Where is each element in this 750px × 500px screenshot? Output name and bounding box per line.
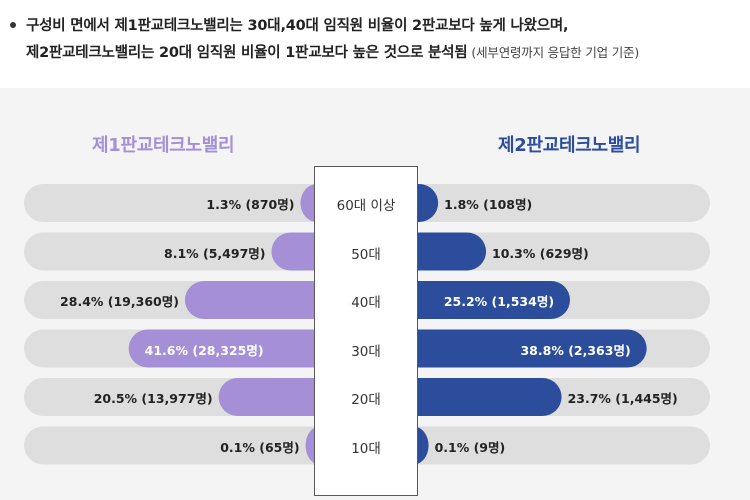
age-category-label: 30대: [351, 343, 381, 360]
value-label-right: 1.8% (108명): [444, 197, 533, 212]
headline-line-2-text: 제2판교테크노밸리는 20대 임직원 비율이 1판교보다 높은 것으로 분석됨: [26, 45, 468, 61]
value-label-left: 28.4% (19,360명): [60, 294, 179, 309]
headline-note: (세부연령까지 응답한 기업 기준): [471, 45, 639, 60]
value-label-left: 41.6% (28,325명): [144, 342, 264, 358]
age-category-label: 60대 이상: [336, 198, 396, 214]
age-category-label: 10대: [351, 440, 381, 457]
bar-right: [399, 329, 647, 368]
age-category-label: 50대: [351, 246, 381, 263]
series-title-right: 제2판교테크노밸리: [498, 135, 641, 156]
value-label-right: 23.7% (1,445명): [567, 391, 678, 406]
value-label-right: 0.1% (9명): [434, 439, 506, 455]
age-axis-box: [314, 166, 418, 496]
value-label-left: 20.5% (13,977명): [93, 391, 213, 406]
value-label-right: 10.3% (629명): [492, 245, 589, 261]
value-label-right: 38.8% (2,363명): [520, 342, 631, 358]
value-label-left: 8.1% (5,497명): [164, 245, 266, 261]
value-label-right: 25.2% (1,534명): [443, 294, 555, 309]
bar-left: [128, 329, 333, 368]
headline-line-2: 제2판교테크노밸리는 20대 임직원 비율이 1판교보다 높은 것으로 분석됨(…: [26, 41, 639, 62]
bullet-icon: [10, 22, 16, 28]
value-label-left: 0.1% (65명): [220, 439, 300, 455]
bar-left: [184, 281, 333, 319]
value-label-left: 1.3% (870명): [206, 197, 295, 212]
bar-right: [399, 232, 487, 271]
age-category-label: 40대: [351, 295, 381, 311]
age-category-label: 20대: [351, 392, 381, 408]
headline-line-1: 구성비 면에서 제1판교테크노밸리는 30대,40대 임직원 비율이 2판교보다…: [26, 18, 569, 34]
bar-left: [218, 378, 333, 416]
bar-right: [399, 378, 562, 416]
header: 구성비 면에서 제1판교테크노밸리는 30대,40대 임직원 비율이 2판교보다…: [0, 0, 750, 88]
bar-right: [399, 281, 571, 319]
series-title-left: 제1판교테크노밸리: [92, 135, 235, 156]
